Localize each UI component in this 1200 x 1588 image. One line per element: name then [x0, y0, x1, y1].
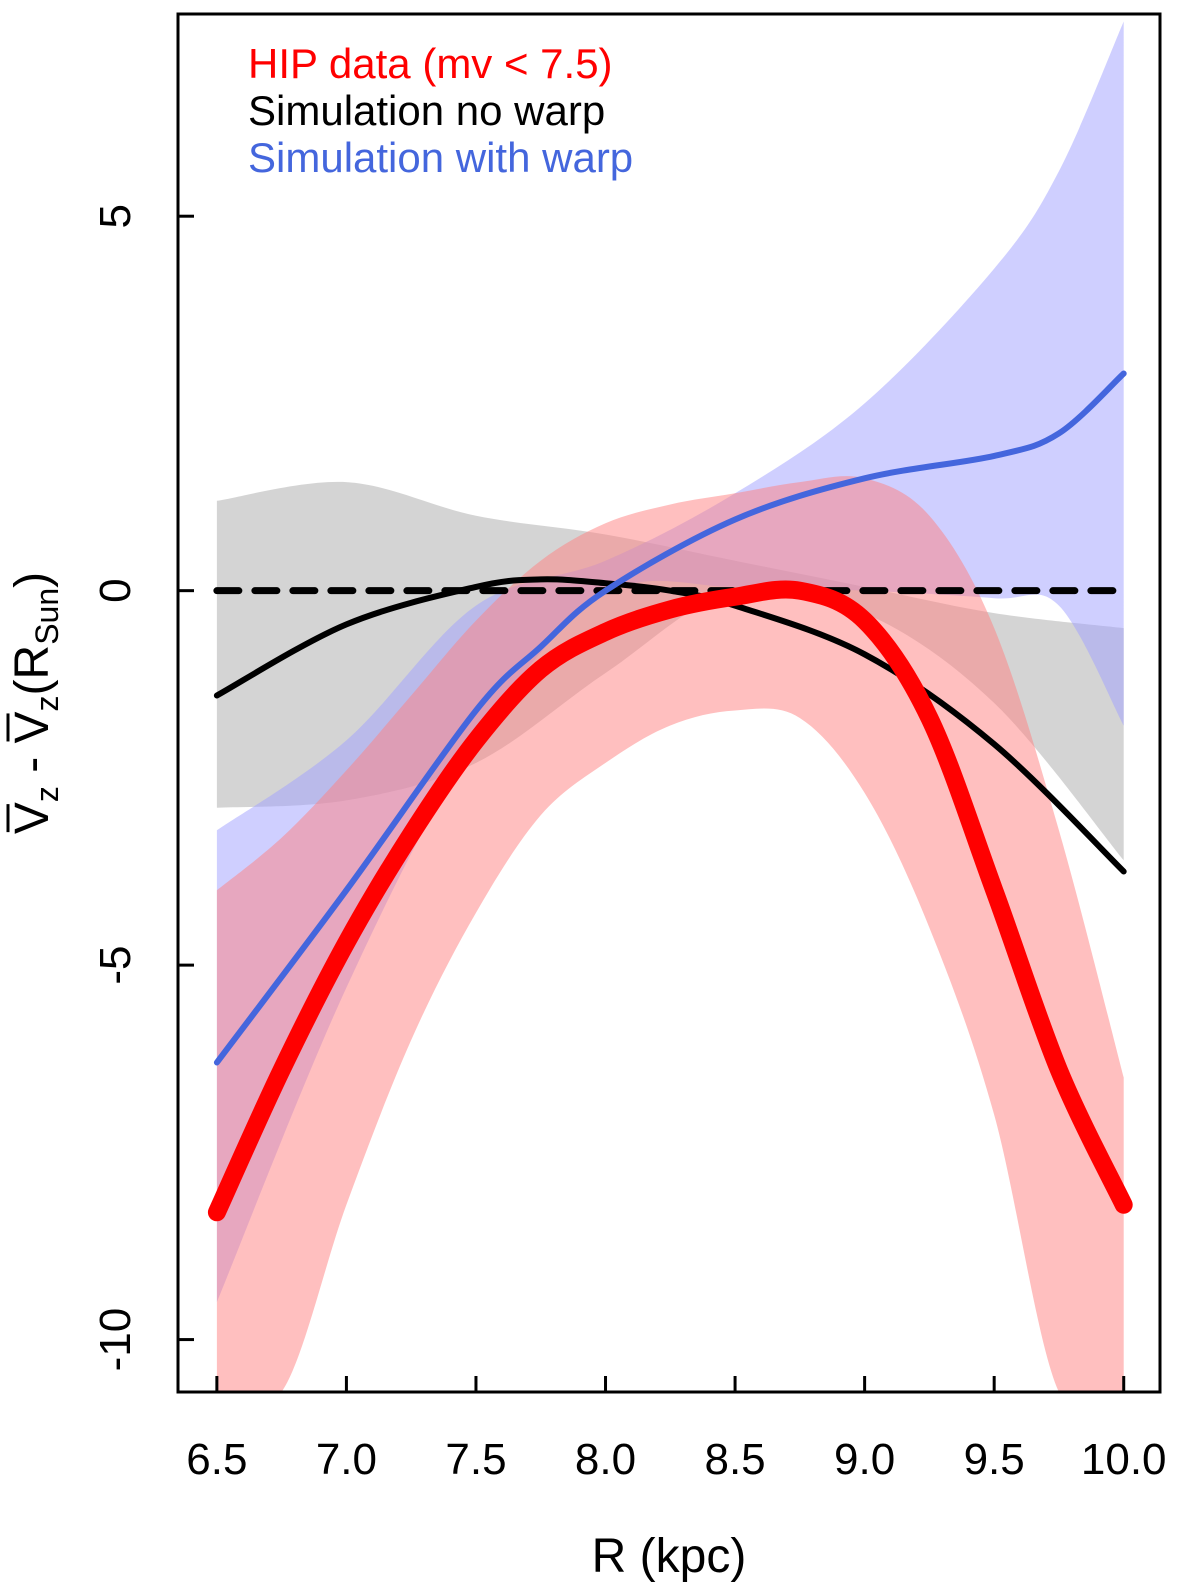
line-simulation-with-warp — [213, 370, 1127, 1066]
plot-frame — [176, 12, 1162, 1394]
x-tick-label: 8.5 — [704, 1435, 765, 1484]
y-axis-title: Vz - Vz(RSun) — [6, 572, 65, 834]
x-tick-label: 7.0 — [316, 1435, 377, 1484]
x-tick-label: 9.0 — [834, 1435, 895, 1484]
line-simulation-no-warp — [213, 576, 1127, 875]
legend-no-warp: Simulation no warp — [248, 87, 605, 134]
x-axis: 6.5 7.0 7.5 8.0 8.5 9.0 9.5 10.0 — [186, 1376, 1167, 1484]
y-tick-label: 5 — [91, 204, 140, 228]
y-title-v1: V — [6, 802, 59, 834]
line-hip-data — [207, 580, 1133, 1222]
series-lines — [207, 370, 1133, 1222]
svg-text:Vz - Vz(RSun): Vz - Vz(RSun) — [6, 572, 65, 834]
x-tick-label: 9.5 — [964, 1435, 1025, 1484]
confidence-bands — [216, 21, 1124, 1392]
y-title-v2: V — [6, 711, 59, 743]
y-title-minus: - — [6, 743, 59, 786]
x-tick-label: 10.0 — [1081, 1435, 1167, 1484]
x-tick-label: 8.0 — [575, 1435, 636, 1484]
y-title-sub2: z — [29, 695, 65, 711]
y-tick-label: -5 — [91, 946, 140, 985]
legend-with-warp: Simulation with warp — [248, 134, 633, 181]
legend-hip-data: HIP data (mv < 7.5) — [248, 40, 613, 87]
y-tick-label: 0 — [91, 578, 140, 602]
y-title-sub1: z — [29, 786, 65, 802]
band-hip-data — [216, 476, 1124, 1392]
y-title-open: (R — [6, 645, 59, 696]
y-title-close: ) — [6, 572, 59, 588]
legend: HIP data (mv < 7.5)Simulation no warpSim… — [248, 40, 633, 181]
x-tick-label: 7.5 — [445, 1435, 506, 1484]
x-axis-title: R (kpc) — [592, 1530, 747, 1583]
plot-content — [207, 21, 1133, 1392]
x-tick-label: 6.5 — [186, 1435, 247, 1484]
y-axis: 5 0 -5 -10 — [91, 204, 194, 1371]
y-title-sub3: Sun — [29, 588, 65, 645]
y-tick-label: -10 — [91, 1308, 140, 1372]
